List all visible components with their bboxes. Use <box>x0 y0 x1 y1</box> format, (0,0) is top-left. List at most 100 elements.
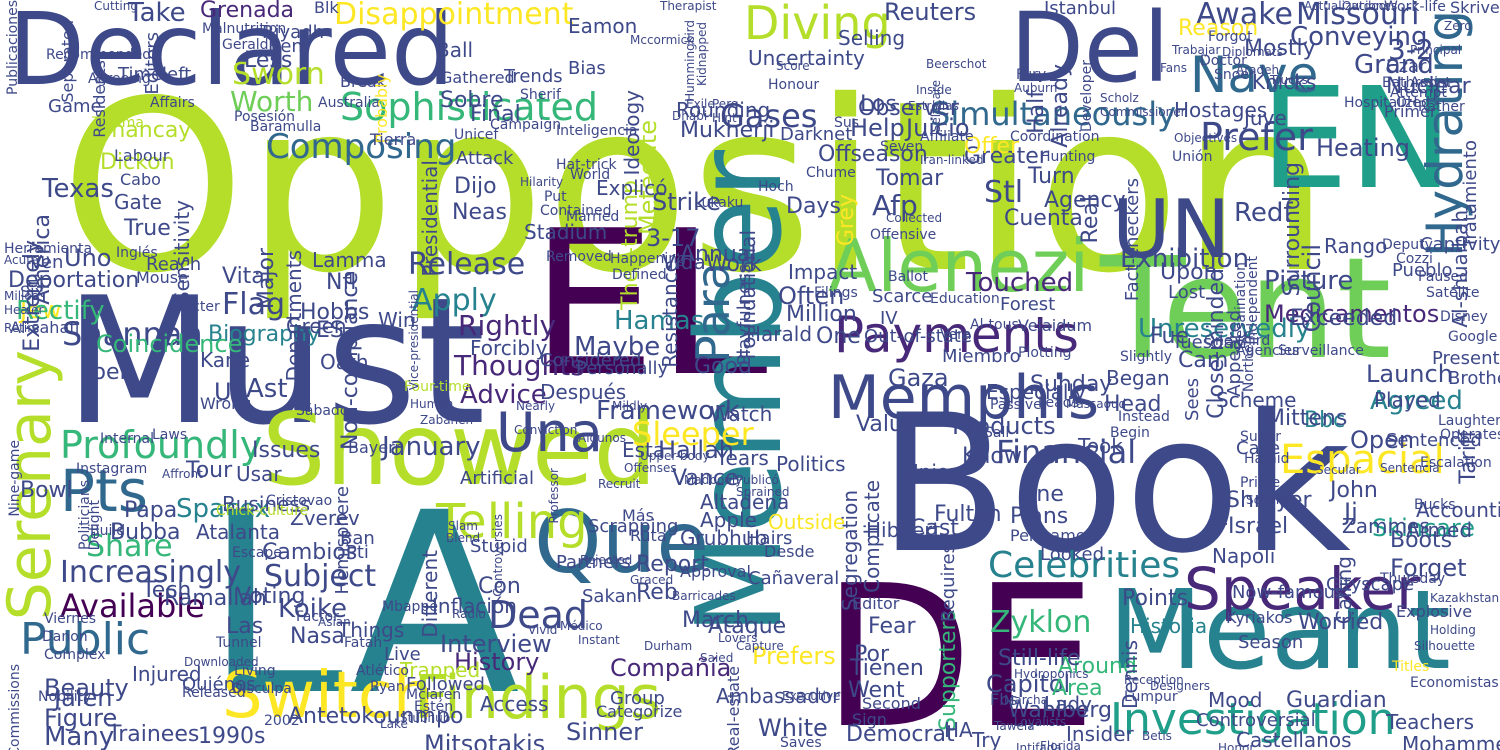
word-outdoors: Outdoors <box>1342 0 1398 13</box>
word-offseason: Offseason <box>818 142 928 167</box>
word-beerschot: Beerschot <box>926 57 987 71</box>
word-mccormick: Mccormick <box>630 33 695 47</box>
word-outside: Outside <box>768 510 846 534</box>
word-launch: Launch <box>1366 360 1453 388</box>
word-hoch: Hoch <box>758 179 794 195</box>
word-one: One <box>816 324 861 349</box>
word-capitol: Capitol <box>986 670 1071 698</box>
word-fbs: Fbs <box>990 690 1018 709</box>
word-procter: Procter <box>170 299 220 315</box>
word-est-n: Estén <box>414 699 454 715</box>
word-grubhub: Grubhub <box>680 526 768 550</box>
word-israel: Israel <box>1228 514 1289 539</box>
word-head: Head <box>1104 392 1162 417</box>
word-timeleft: Timeleft <box>118 64 192 85</box>
word-surveillance: Surveillance <box>1278 343 1364 359</box>
word-cabo: Cabo <box>120 170 161 189</box>
word-prefer: Prefer <box>1200 115 1313 159</box>
word-loyalists: Loyalists <box>1014 715 1067 729</box>
word-released: Released <box>182 685 246 701</box>
word-plans: Plans <box>1010 504 1069 529</box>
word-3-17: 3-17 <box>646 224 701 252</box>
word-secular: Secular <box>1316 463 1361 477</box>
word-annual: Annual <box>680 242 757 267</box>
word-auburn: Auburn <box>1014 81 1058 95</box>
word-las: Las <box>226 614 264 639</box>
word-inside: Inside <box>916 83 952 97</box>
word-estrellas: Estrellas <box>908 99 959 113</box>
word-findings: Findings <box>414 663 661 733</box>
word-napoli: Napoli <box>1212 544 1276 568</box>
word-capture: Capture <box>736 639 784 653</box>
word-hunting: Hunting <box>1040 149 1096 165</box>
word-honour: Honour <box>768 77 820 93</box>
word-los: Los <box>860 92 897 117</box>
word-labour: Labour <box>114 146 170 165</box>
word-cast: Cast <box>910 516 959 541</box>
word-apply: Apply <box>412 283 497 318</box>
word-usar: Usar <box>236 462 282 486</box>
word-kyriakos: Kyriakos <box>1226 608 1293 627</box>
word-dhabi: Dhabi <box>672 109 708 123</box>
word-sinner: Sinner <box>566 718 643 746</box>
word-insider: Insider <box>1066 722 1134 746</box>
word-picture: Picture <box>1264 266 1354 296</box>
word-put: Put <box>544 189 567 205</box>
word-went: Went <box>848 678 905 703</box>
word-joel: Joel <box>86 360 126 385</box>
word-zverev: Zverev <box>290 506 360 530</box>
word-tomar: Tomar <box>876 166 944 191</box>
word-reuters: Reuters <box>884 0 977 26</box>
word-often: Often <box>778 282 845 310</box>
word-ban: Ban <box>340 528 375 549</box>
word-super: Super <box>1240 429 1282 445</box>
word-help: Help <box>850 114 905 142</box>
word-presidential: Presidential <box>418 160 442 277</box>
word-teachers: Teachers <box>1386 710 1474 734</box>
word-speaker: Speaker <box>1184 555 1420 623</box>
word-hamid: Hamid <box>1244 451 1290 467</box>
word-jj: Jj <box>1344 498 1358 526</box>
word-second: Second <box>862 694 921 713</box>
word-bubba: Bubba <box>110 520 181 545</box>
word-million: Million <box>786 302 857 327</box>
word-partners: Partners <box>556 552 631 573</box>
word-principal: Principal <box>1410 43 1462 57</box>
word-zammes: Zammes <box>1342 514 1430 538</box>
word-velaidum: Velaidum <box>1018 316 1093 335</box>
word-sprained: Sprained <box>736 485 790 499</box>
word-followed: Followed <box>406 674 485 695</box>
word-juve: Juve <box>1244 106 1287 130</box>
word-conviction: Conviction <box>514 423 578 437</box>
word-take: Take <box>128 0 186 28</box>
word-awake: Awake <box>1196 0 1293 32</box>
word-ast: Ast <box>246 374 288 404</box>
word-hat-trick: Hat-trick <box>556 157 617 173</box>
word-politics: Politics <box>776 452 846 476</box>
word-intifada: Intifada <box>1016 741 1062 750</box>
word-asian: Asian <box>318 615 351 629</box>
word-financial: Financial <box>996 433 1137 471</box>
word-dead: Dead <box>488 593 589 637</box>
word-human: Human <box>410 397 454 411</box>
word-durham: Durham <box>644 639 693 653</box>
word-fatah: Fatah <box>344 635 383 651</box>
word-forest: Forest <box>1000 294 1056 315</box>
word-affront: Affront <box>162 467 203 481</box>
word-mood: Mood <box>1208 688 1263 712</box>
word-march: March <box>682 608 750 633</box>
word-nfl: Nfl <box>326 270 357 295</box>
word-trucks: Trucks <box>1270 73 1308 87</box>
word-por: Por <box>854 642 889 667</box>
word-hospitalized: Hospitalized <box>1344 95 1430 111</box>
word-hydroponics: Hydroponics <box>1014 667 1089 681</box>
word-upper-body: Upper-body <box>640 449 710 463</box>
word-juicio: Juicio <box>906 114 970 142</box>
word-rounding: Rounding <box>676 98 771 122</box>
word-ramallah: Ramallah <box>164 586 267 611</box>
word-barricades: Barricades <box>672 589 736 603</box>
word-compa-a: Compañía <box>610 654 732 682</box>
word-trapped: Trapped <box>400 658 481 682</box>
word-factor: Factor <box>296 609 339 625</box>
word-tawela: Tawela <box>994 719 1035 733</box>
